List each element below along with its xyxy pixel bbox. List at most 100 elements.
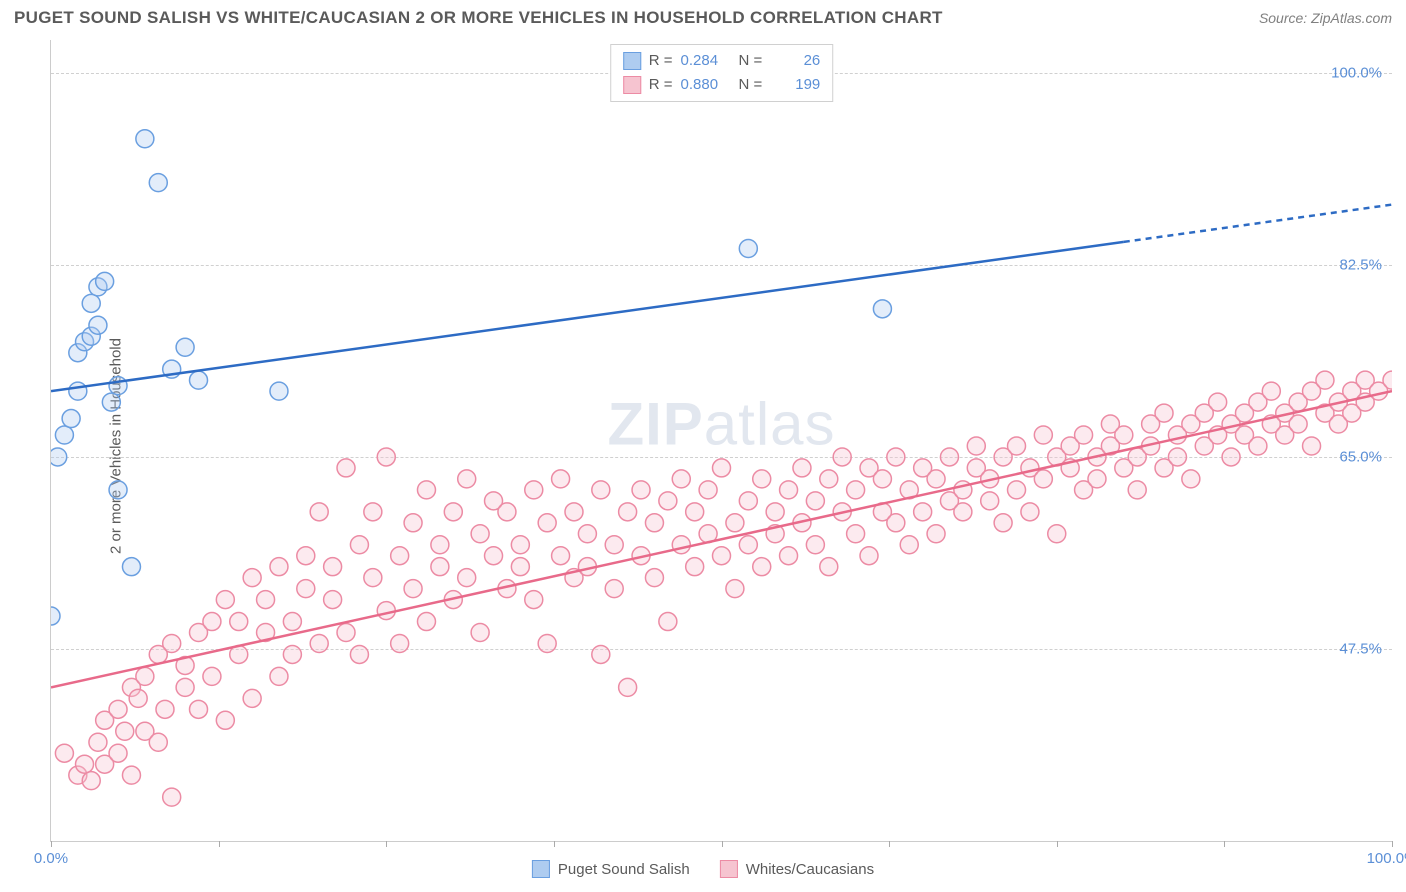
data-point — [1316, 371, 1334, 389]
data-point — [444, 503, 462, 521]
data-point — [914, 503, 932, 521]
data-point — [176, 678, 194, 696]
data-point — [156, 700, 174, 718]
data-point — [417, 613, 435, 631]
data-point — [739, 239, 757, 257]
data-point — [739, 492, 757, 510]
x-tick — [722, 841, 723, 847]
x-tick — [1392, 841, 1393, 847]
data-point — [525, 591, 543, 609]
data-point — [203, 613, 221, 631]
n-label: N = — [739, 49, 763, 73]
legend-label: Whites/Caucasians — [746, 861, 874, 878]
data-point — [82, 772, 100, 790]
data-point — [1034, 426, 1052, 444]
data-point — [96, 272, 114, 290]
data-point — [337, 624, 355, 642]
data-point — [377, 602, 395, 620]
data-point — [216, 591, 234, 609]
data-point — [565, 503, 583, 521]
data-point — [820, 558, 838, 576]
data-point — [1008, 481, 1026, 499]
data-point — [458, 470, 476, 488]
data-point — [51, 448, 67, 466]
data-point — [230, 613, 248, 631]
data-point — [89, 316, 107, 334]
data-point — [994, 514, 1012, 532]
data-point — [485, 547, 503, 565]
data-point — [55, 744, 73, 762]
data-point — [873, 300, 891, 318]
data-point — [806, 536, 824, 554]
data-point — [672, 470, 690, 488]
legend-swatch — [623, 76, 641, 94]
data-point — [847, 481, 865, 499]
x-tick — [554, 841, 555, 847]
data-point — [1168, 448, 1186, 466]
n-value: 199 — [770, 73, 820, 97]
data-point — [847, 525, 865, 543]
data-point — [887, 514, 905, 532]
data-point — [404, 514, 422, 532]
data-point — [645, 514, 663, 532]
data-point — [900, 536, 918, 554]
data-point — [471, 624, 489, 642]
data-point — [753, 558, 771, 576]
data-point — [190, 371, 208, 389]
data-point — [1048, 525, 1066, 543]
chart-title: PUGET SOUND SALISH VS WHITE/CAUCASIAN 2 … — [14, 8, 943, 28]
data-point — [431, 536, 449, 554]
data-point — [806, 492, 824, 510]
x-tick — [1057, 841, 1058, 847]
data-point — [726, 514, 744, 532]
data-point — [377, 448, 395, 466]
data-point — [190, 700, 208, 718]
data-point — [686, 558, 704, 576]
data-point — [605, 536, 623, 554]
data-point — [364, 503, 382, 521]
data-point — [739, 536, 757, 554]
data-point — [619, 503, 637, 521]
data-point — [753, 470, 771, 488]
data-point — [1182, 470, 1200, 488]
source-label: Source: ZipAtlas.com — [1259, 10, 1392, 26]
r-label: R = — [649, 49, 673, 73]
data-point — [431, 558, 449, 576]
legend-swatch — [623, 52, 641, 70]
data-point — [713, 459, 731, 477]
data-point — [1034, 470, 1052, 488]
data-point — [310, 503, 328, 521]
data-point — [216, 711, 234, 729]
data-point — [592, 645, 610, 663]
data-point — [954, 503, 972, 521]
data-point — [1249, 437, 1267, 455]
data-point — [525, 481, 543, 499]
trend-line — [51, 242, 1124, 391]
data-point — [116, 722, 134, 740]
data-point — [1222, 448, 1240, 466]
data-point — [699, 481, 717, 499]
data-point — [163, 634, 181, 652]
stats-legend-row: R =0.880N =199 — [623, 73, 821, 97]
r-value: 0.284 — [681, 49, 731, 73]
data-point — [498, 503, 516, 521]
data-point — [1209, 393, 1227, 411]
data-point — [404, 580, 422, 598]
data-point — [109, 481, 127, 499]
stats-legend: R =0.284N =26R =0.880N =199 — [610, 44, 834, 102]
data-point — [940, 448, 958, 466]
data-point — [51, 607, 60, 625]
data-point — [1128, 481, 1146, 499]
data-point — [324, 591, 342, 609]
trend-line — [51, 391, 1392, 687]
data-point — [887, 448, 905, 466]
data-point — [552, 547, 570, 565]
data-point — [592, 481, 610, 499]
data-point — [283, 645, 301, 663]
data-point — [82, 294, 100, 312]
data-point — [89, 733, 107, 751]
data-point — [511, 536, 529, 554]
data-point — [820, 470, 838, 488]
data-point — [203, 667, 221, 685]
legend-item: Puget Sound Salish — [532, 860, 690, 878]
